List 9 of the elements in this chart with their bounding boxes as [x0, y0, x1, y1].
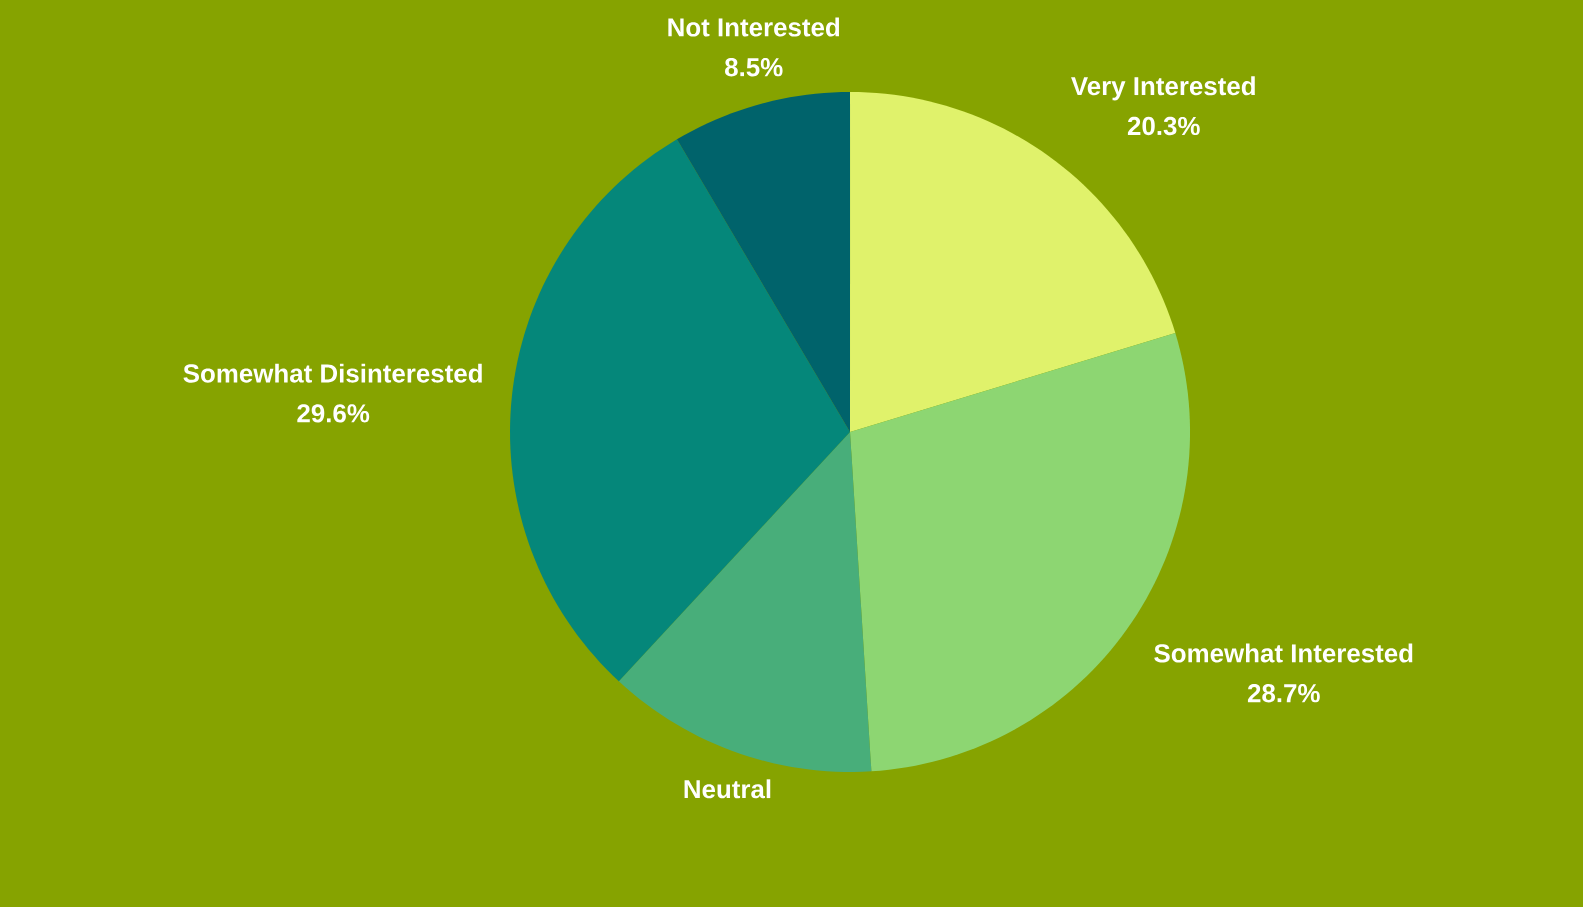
slice-label: Neutral	[684, 779, 771, 799]
slice-label: Not Interested	[668, 17, 840, 37]
data-label: 28.7%	[1247, 684, 1320, 703]
slice-label: Somewhat Disinterested	[183, 363, 482, 383]
slice-label: Somewhat Interested	[1154, 643, 1413, 663]
slice-label: Very Interested	[1071, 76, 1255, 101]
data-label: 29.6%	[297, 404, 370, 423]
data-label: 8.5%	[725, 58, 783, 77]
data-label: 20.3%	[1127, 116, 1200, 136]
